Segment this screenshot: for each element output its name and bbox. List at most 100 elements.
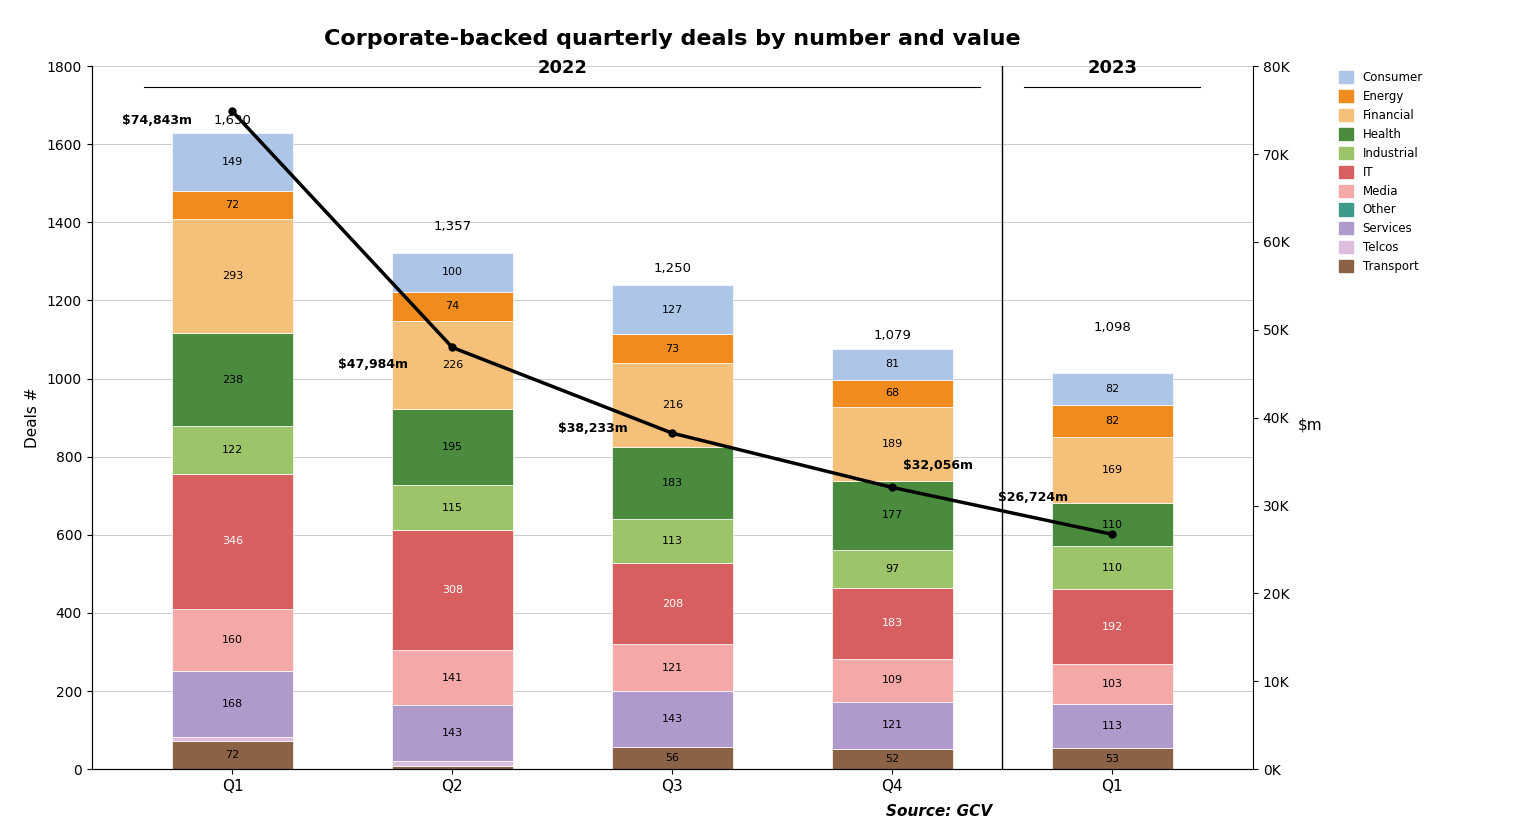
Text: 216: 216 <box>662 400 683 410</box>
Bar <box>173 737 293 741</box>
Text: 169: 169 <box>1102 465 1123 476</box>
Bar <box>611 363 733 447</box>
Bar <box>831 587 953 659</box>
Text: 109: 109 <box>882 676 903 686</box>
Bar <box>831 480 953 550</box>
Text: 160: 160 <box>222 635 243 645</box>
Text: 115: 115 <box>442 503 463 513</box>
Bar <box>831 748 953 769</box>
Y-axis label: Deals #: Deals # <box>24 387 40 448</box>
Bar <box>611 563 733 644</box>
Text: 183: 183 <box>662 478 683 488</box>
Text: 56: 56 <box>665 753 680 763</box>
Bar <box>173 191 293 219</box>
Text: 208: 208 <box>662 599 683 609</box>
Bar <box>1051 503 1172 546</box>
Text: 73: 73 <box>665 344 680 354</box>
Text: 2023: 2023 <box>1088 59 1137 77</box>
Y-axis label: $m: $m <box>1297 418 1322 433</box>
Bar <box>173 333 293 426</box>
Bar <box>391 292 513 321</box>
Text: 141: 141 <box>442 673 463 683</box>
Text: 1,098: 1,098 <box>1094 322 1131 334</box>
Bar <box>831 380 953 407</box>
Bar <box>391 766 513 769</box>
Bar <box>391 321 513 409</box>
Bar <box>831 348 953 380</box>
Bar <box>831 701 953 748</box>
Bar <box>391 485 513 530</box>
Bar <box>831 659 953 701</box>
Text: 189: 189 <box>882 438 903 448</box>
Title: Corporate-backed quarterly deals by number and value: Corporate-backed quarterly deals by numb… <box>324 29 1021 50</box>
Bar <box>611 284 733 334</box>
Text: $32,056m: $32,056m <box>903 459 973 472</box>
Text: 110: 110 <box>1102 562 1123 572</box>
Bar <box>831 550 953 587</box>
Text: 122: 122 <box>222 445 243 455</box>
Text: $47,984m: $47,984m <box>338 358 408 370</box>
Text: 195: 195 <box>442 442 463 452</box>
Bar <box>611 691 733 748</box>
Text: 72: 72 <box>225 750 240 760</box>
Bar <box>1051 705 1172 748</box>
Text: 127: 127 <box>662 304 683 314</box>
Legend: Consumer, Energy, Financial, Health, Industrial, IT, Media, Other, Services, Tel: Consumer, Energy, Financial, Health, Ind… <box>1334 66 1427 278</box>
Text: 168: 168 <box>222 700 243 710</box>
Bar <box>1051 405 1172 437</box>
Text: 81: 81 <box>885 359 900 370</box>
Text: 68: 68 <box>885 389 900 399</box>
Text: 1,250: 1,250 <box>654 262 691 275</box>
Bar <box>391 530 513 650</box>
Text: 121: 121 <box>662 662 683 673</box>
Text: 97: 97 <box>885 563 900 574</box>
Text: 72: 72 <box>225 200 240 210</box>
Bar <box>1051 437 1172 503</box>
Text: 100: 100 <box>442 267 463 277</box>
Text: $74,843m: $74,843m <box>122 113 193 127</box>
Bar <box>611 644 733 691</box>
Bar <box>391 762 513 766</box>
Text: 238: 238 <box>222 375 243 385</box>
Text: 143: 143 <box>442 729 463 739</box>
Text: 183: 183 <box>882 619 903 629</box>
Text: 52: 52 <box>885 754 900 764</box>
Bar <box>391 253 513 292</box>
Text: $26,724m: $26,724m <box>998 490 1068 504</box>
Text: 1,079: 1,079 <box>874 329 911 342</box>
Bar <box>173 609 293 672</box>
Text: 346: 346 <box>222 537 243 547</box>
Text: 53: 53 <box>1105 753 1118 764</box>
Text: 113: 113 <box>662 536 683 546</box>
Bar <box>173 426 293 474</box>
Bar <box>173 672 293 737</box>
Text: 293: 293 <box>222 271 243 281</box>
Bar <box>173 219 293 333</box>
Text: 82: 82 <box>1105 416 1120 426</box>
Bar <box>1051 546 1172 589</box>
Bar <box>391 650 513 705</box>
Text: 308: 308 <box>442 586 463 595</box>
Text: 121: 121 <box>882 720 903 730</box>
Text: 177: 177 <box>882 510 903 520</box>
Text: 74: 74 <box>445 301 460 311</box>
Bar <box>611 447 733 519</box>
Text: 1,357: 1,357 <box>434 220 472 233</box>
Bar <box>1051 373 1172 405</box>
Bar <box>1051 748 1172 769</box>
Bar <box>173 741 293 769</box>
Bar <box>391 705 513 762</box>
Text: 103: 103 <box>1102 679 1123 689</box>
Text: Source: GCV: Source: GCV <box>886 804 992 819</box>
Text: 110: 110 <box>1102 519 1123 529</box>
Bar <box>391 409 513 485</box>
Bar <box>173 132 293 191</box>
Text: 226: 226 <box>442 360 463 370</box>
Text: 192: 192 <box>1102 622 1123 632</box>
Text: 113: 113 <box>1102 721 1123 731</box>
Text: 1,630: 1,630 <box>214 113 252 127</box>
Bar <box>611 519 733 563</box>
Text: 82: 82 <box>1105 384 1120 394</box>
Bar <box>173 474 293 609</box>
Bar <box>611 334 733 363</box>
